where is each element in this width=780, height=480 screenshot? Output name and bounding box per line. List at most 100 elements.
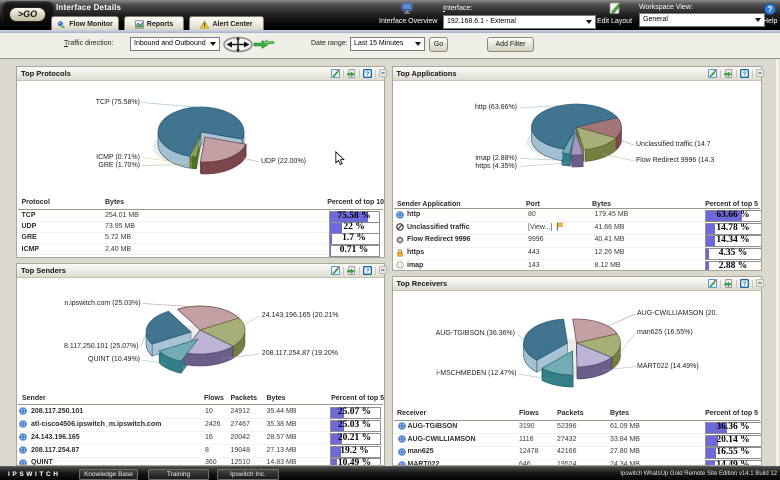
column-header: Packets: [557, 410, 584, 418]
table-row[interactable]: 208.117.254.87 8 19048 27.13 MB 19.2 %: [17, 445, 384, 458]
table-row[interactable]: AUG-TGIBSON 3190 52396 61.09 MB 36.36 %: [392, 421, 761, 435]
top-applications-panel: Top Applications? http (63.66%) imap (2.88…: [391, 66, 765, 271]
pie-slice-label: imap (2.88%): [475, 154, 517, 162]
table-header-rule: [393, 208, 760, 209]
column-header: Bytes: [266, 394, 286, 402]
blocked-icon: [396, 223, 404, 232]
configure-icon[interactable]: [331, 69, 340, 78]
row-name: Unclassified traffic: [407, 223, 470, 231]
pie-slice-label: AUG-CWILLIAMSON (20.: [637, 310, 718, 317]
tab-alert-center[interactable]: Alert Center: [189, 16, 264, 31]
table-row[interactable]: QUINT 360 12510 14.83 MB 10.49 %: [17, 458, 384, 465]
export-icon[interactable]: [347, 69, 356, 78]
globe-icon: [19, 459, 27, 465]
row-name: imap: [407, 261, 424, 269]
row-cell: 646: [519, 461, 531, 465]
pie-slice-label: MART022 (14.49%): [637, 362, 699, 370]
percent-gauge: 20.21 %: [329, 432, 381, 445]
globe-icon: [397, 435, 406, 443]
collapse-icon[interactable]: [379, 69, 388, 78]
go-button[interactable]: Go: [429, 37, 448, 52]
table-row[interactable]: ICMP 2.40 MB 0.71 %: [17, 244, 384, 257]
help-sq-icon[interactable]: ?: [363, 69, 372, 78]
collapse-icon[interactable]: [379, 266, 388, 275]
table-row[interactable]: https 443 12.26 MB 4.35 %: [392, 248, 761, 261]
content-right-highlight: [776, 59, 779, 466]
icon-separator: [375, 69, 376, 78]
svg-text:?: ?: [743, 72, 747, 78]
table-row[interactable]: imap 143 8.12 MB 2.88 %: [393, 260, 761, 270]
icon-separator: [752, 69, 753, 78]
table-row[interactable]: http 80 179.45 MB 63.66 %: [392, 210, 761, 223]
workspace-view-select[interactable]: General: [639, 13, 765, 27]
footer-link-knowledge-base[interactable]: Knowledge Base: [79, 468, 138, 480]
table-row[interactable]: Unclassified traffic [View...] 41.66 MB 14.…: [392, 222, 761, 235]
table-row[interactable]: TCP 254.01 MB 75.58 %: [17, 211, 384, 223]
row-name: 208.117.254.87: [31, 446, 80, 454]
percent-gauge: 4.35 %: [705, 248, 761, 261]
column-header: Percent of top 5: [705, 410, 758, 418]
top-applications-pie-chart: [518, 103, 635, 168]
top-protocols-panel: Top Protocols? TCP (75.58%) ICMP (0.71%) GR…: [16, 66, 387, 258]
pie-slice-label: TCP (75.58%): [95, 98, 140, 106]
gear-icon: [396, 236, 404, 244]
column-header: Sender: [22, 394, 46, 402]
whatsup-gold-logo[interactable]: >GO: [9, 7, 46, 22]
row-cell: 41.66 MB: [594, 223, 625, 231]
help-link[interactable]: Help: [763, 17, 778, 25]
table-row[interactable]: atl-cisco4506.ipswitch_m.ipswitch.com 242…: [17, 419, 384, 433]
percent-bar: [706, 211, 742, 221]
footer-link-ipswitch-inc[interactable]: Ipswitch Inc.: [217, 468, 279, 480]
help-sq-icon[interactable]: ?: [740, 69, 749, 78]
export-icon[interactable]: [724, 69, 733, 78]
percent-bar: [330, 420, 344, 431]
edit-layout-link[interactable]: Edit Layout: [597, 18, 633, 25]
percent-bar: [330, 407, 344, 418]
tab-flow-monitor[interactable]: Flow Monitor: [51, 16, 119, 31]
top-senders-pie-chart: [140, 303, 260, 374]
reports-icon: [134, 19, 144, 29]
pie-slice-label: ICMP (0.71%): [96, 153, 140, 161]
table-row[interactable]: UDP 73.95 MB 22 %: [17, 222, 384, 235]
traffic-direction-select[interactable]: Inbound and Outbound: [130, 37, 220, 51]
help-sq-icon[interactable]: ?: [740, 279, 749, 288]
table-row[interactable]: MART022 646 19524 24.34 MB 14.49 %: [393, 460, 761, 465]
percent-gauge: 0.71 %: [329, 244, 380, 257]
configure-icon[interactable]: [331, 266, 340, 275]
interface-overview-link[interactable]: Interface Overview: [379, 18, 438, 25]
table-row[interactable]: AUG-CWILLIAMSON 1116 27432 33.84 MB 20.14 %: [392, 434, 761, 447]
percent-text: 14.49 %: [706, 460, 760, 465]
icon-separator: [752, 279, 753, 288]
interface-overview-icon[interactable]: [401, 2, 413, 15]
help-icon[interactable]: ?: [764, 2, 776, 15]
table-row[interactable]: GRE 5.72 MB 1.7 %: [17, 233, 384, 246]
tab-reports[interactable]: Reports: [124, 16, 184, 31]
table-row[interactable]: 24.143.196.165 16 20042 28.57 MB 20.21 %: [17, 432, 384, 445]
percent-text: 14.34 %: [716, 235, 750, 246]
export-icon[interactable]: [347, 266, 356, 275]
percent-gauge: 25.07 %: [329, 406, 381, 419]
configure-icon[interactable]: [708, 69, 717, 78]
date-range-select[interactable]: Last 15 Minutes: [350, 37, 425, 51]
table-row[interactable]: man625 12478 42166 27.80 MB 16.55 %: [392, 447, 761, 460]
footer-link-training[interactable]: Training: [148, 468, 209, 480]
globe-icon: [19, 433, 27, 441]
globe-icon: [19, 420, 27, 429]
row-cell: 28.57 MB: [266, 433, 297, 441]
edit-layout-icon[interactable]: [609, 2, 621, 15]
alert-center-icon: [200, 19, 210, 29]
table-row[interactable]: Flow Redirect 9996 9996 40.41 MB 14.34 %: [392, 235, 761, 248]
panel-header: Top Protocols?: [17, 67, 387, 81]
globe-icon: [397, 448, 406, 456]
percent-text: 20.14 %: [716, 434, 750, 445]
configure-icon[interactable]: [708, 279, 717, 288]
collapse-icon[interactable]: [756, 279, 765, 288]
table-row[interactable]: 208.117.250.101 10 24912 35.44 MB 25.07 %: [17, 406, 384, 420]
row-cell: 35.38 MB: [266, 420, 297, 428]
export-icon[interactable]: [724, 279, 733, 288]
collapse-icon[interactable]: [756, 69, 765, 78]
interface-select[interactable]: 192.168.6.1 - External: [443, 14, 596, 29]
percent-bar: [706, 249, 709, 260]
help-sq-icon[interactable]: ?: [363, 266, 372, 275]
add-filter-button[interactable]: Add Filter: [487, 37, 534, 52]
